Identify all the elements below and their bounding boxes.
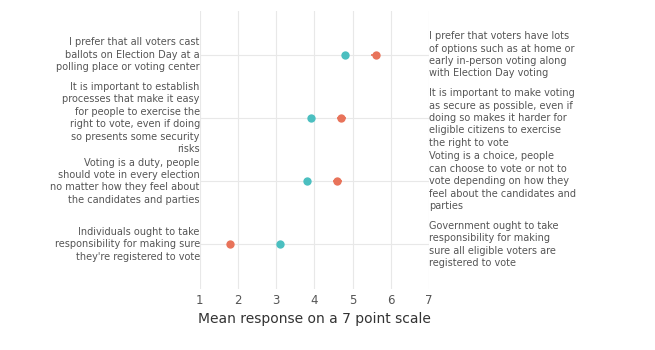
X-axis label: Mean response on a 7 point scale: Mean response on a 7 point scale bbox=[198, 312, 431, 326]
Text: I prefer that voters have lots
of options such as at home or
early in-person vot: I prefer that voters have lots of option… bbox=[429, 31, 574, 78]
Text: Individuals ought to take
responsibility for making sure
they're registered to v: Individuals ought to take responsibility… bbox=[54, 227, 200, 262]
Text: Government ought to take
responsibility for making
sure all eligible voters are
: Government ought to take responsibility … bbox=[429, 221, 559, 268]
Text: It is important to make voting
as secure as possible, even if
doing so makes it : It is important to make voting as secure… bbox=[429, 88, 575, 148]
Legend: LEOs, Public: LEOs, Public bbox=[244, 349, 384, 350]
Text: Voting is a choice, people
can choose to vote or not to
vote depending on how th: Voting is a choice, people can choose to… bbox=[429, 152, 576, 211]
Text: I prefer that all voters cast
ballots on Election Day at a
polling place or voti: I prefer that all voters cast ballots on… bbox=[56, 37, 200, 72]
Text: It is important to establish
processes that make it easy
for people to exercise : It is important to establish processes t… bbox=[62, 82, 200, 154]
Text: Voting is a duty, people
should vote in every election
no matter how they feel a: Voting is a duty, people should vote in … bbox=[50, 158, 200, 205]
